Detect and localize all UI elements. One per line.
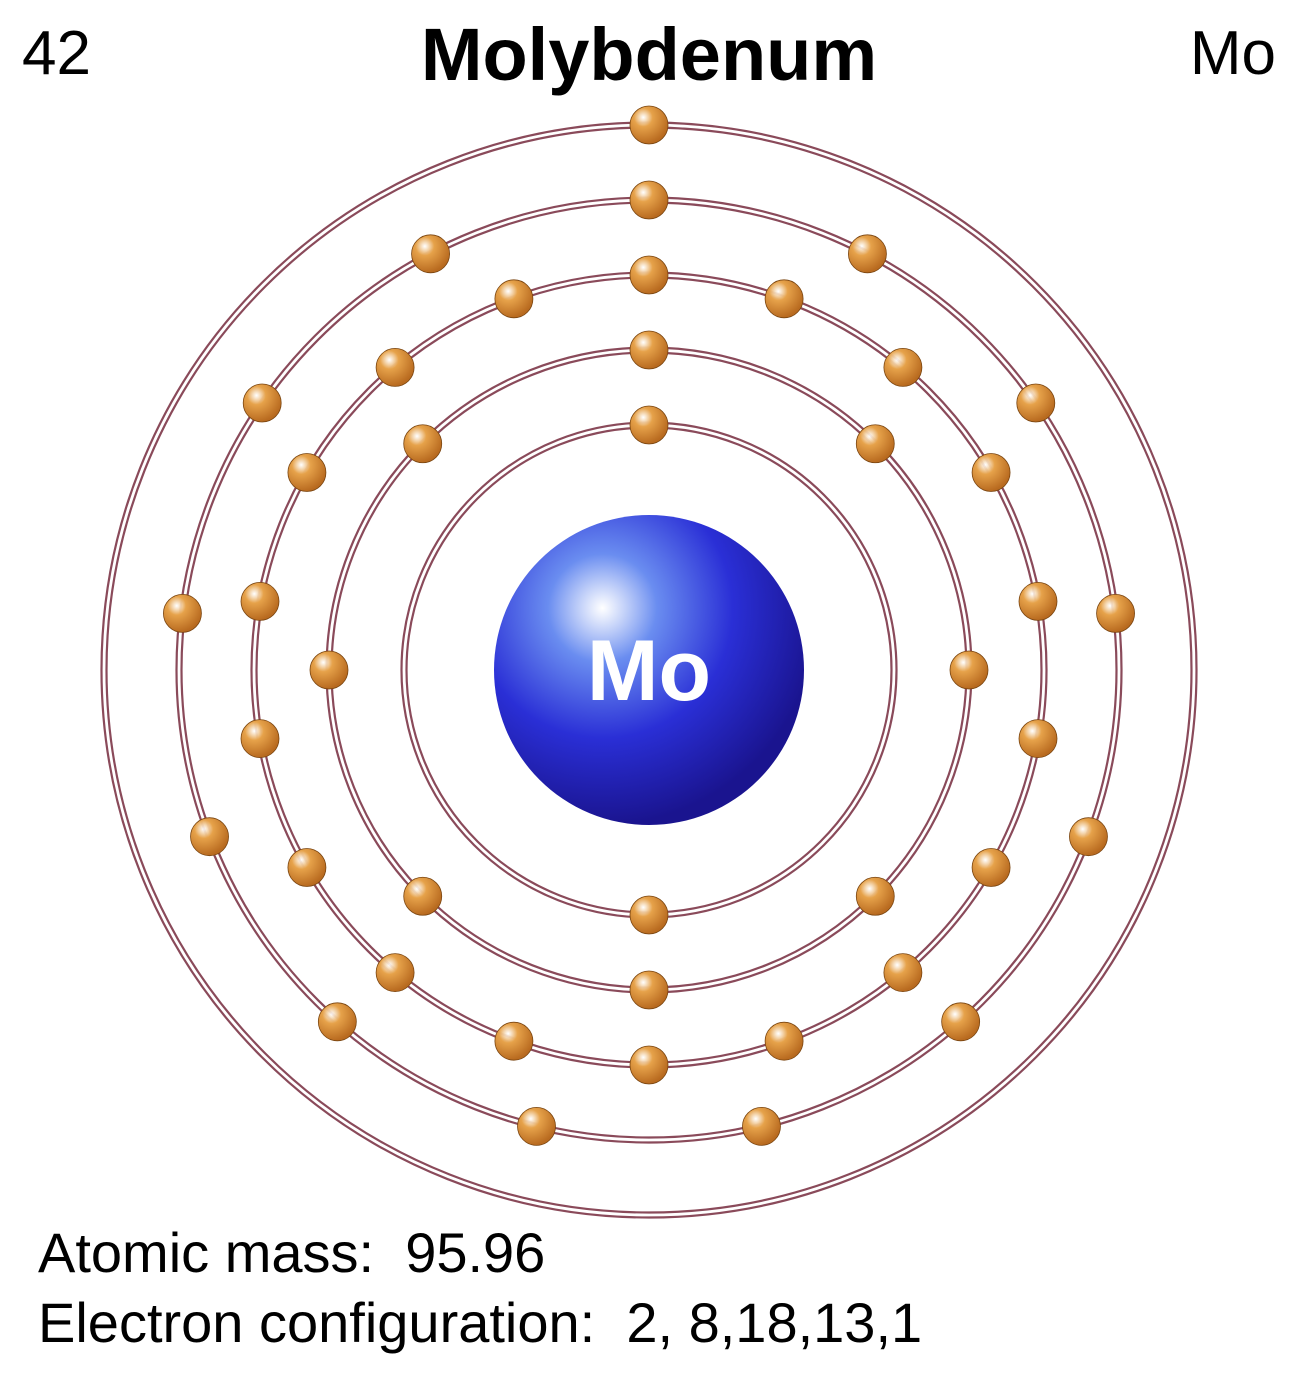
electron [630, 331, 668, 369]
electron [1019, 720, 1057, 758]
electron [310, 651, 348, 689]
electron [848, 235, 886, 273]
electron-config-value: 2, 8,18,13,1 [626, 1291, 922, 1354]
electron [972, 454, 1010, 492]
electron [412, 235, 450, 273]
electron [630, 1046, 668, 1084]
electron [1069, 818, 1107, 856]
nucleus-label: Mo [587, 623, 711, 719]
electron [765, 280, 803, 318]
electron [856, 877, 894, 915]
electron [288, 454, 326, 492]
electron [518, 1107, 556, 1145]
electron [765, 1022, 803, 1060]
bohr-diagram: Mo [0, 70, 1298, 1250]
electron [630, 106, 668, 144]
electron [288, 849, 326, 887]
electron [942, 1003, 980, 1041]
electron [1017, 384, 1055, 422]
electron [376, 348, 414, 386]
electron [884, 954, 922, 992]
electron [884, 348, 922, 386]
electron [495, 280, 533, 318]
electron [972, 849, 1010, 887]
electron [495, 1022, 533, 1060]
electron [630, 406, 668, 444]
electron [243, 384, 281, 422]
atomic-mass-value: 95.96 [405, 1221, 545, 1284]
electron-config-label: Electron configuration: [38, 1291, 595, 1354]
electron [1097, 594, 1135, 632]
electron [376, 954, 414, 992]
electron [630, 971, 668, 1009]
electron [163, 594, 201, 632]
electron [404, 877, 442, 915]
electron [318, 1003, 356, 1041]
atomic-mass-label: Atomic mass: [38, 1221, 374, 1284]
electron [742, 1107, 780, 1145]
electron [630, 181, 668, 219]
electron [241, 582, 279, 620]
electron [950, 651, 988, 689]
electron [856, 425, 894, 463]
electron [191, 818, 229, 856]
electron [404, 425, 442, 463]
electron [241, 720, 279, 758]
electron [630, 896, 668, 934]
electron [1019, 582, 1057, 620]
electron [630, 256, 668, 294]
footer: Atomic mass: 95.96 Electron configuratio… [38, 1218, 922, 1358]
